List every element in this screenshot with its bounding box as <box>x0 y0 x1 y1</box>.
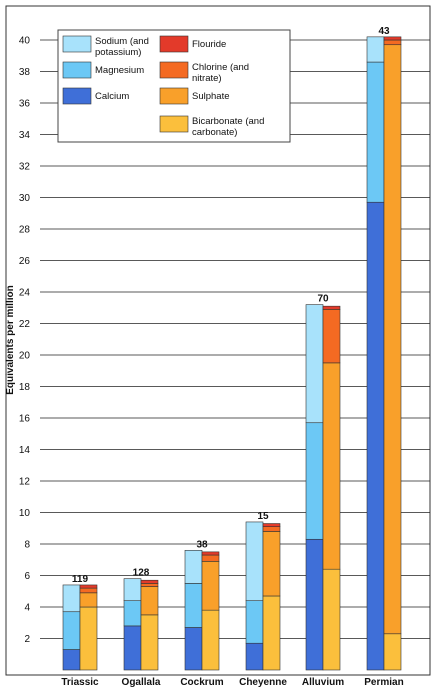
cation-segment-calcium <box>305 538 324 671</box>
anion-segment-flouride <box>262 523 281 527</box>
legend-swatch <box>62 87 92 105</box>
legend-label: Calcium <box>95 91 129 102</box>
legend: Sodium (and potassium) Magnesium Calcium Flo… <box>57 29 291 143</box>
y-tick-label: 34 <box>19 130 31 141</box>
anion-segment-bicarbonate-and-carbonate <box>383 633 402 671</box>
anion-segment-chlorine-and-nitrate <box>79 587 98 594</box>
legend-swatch <box>62 35 92 53</box>
anion-segment-chlorine-and-nitrate <box>201 554 220 562</box>
y-tick-label: 2 <box>24 634 30 645</box>
y-tick-label: 14 <box>19 445 31 456</box>
category-label: Ogallala <box>122 677 161 688</box>
y-tick-label: 6 <box>24 571 30 582</box>
anion-segment-chlorine-and-nitrate <box>140 583 159 587</box>
anion-segment-flouride <box>201 551 220 556</box>
y-tick-label: 20 <box>19 351 31 362</box>
anion-segment-bicarbonate-and-carbonate <box>322 568 341 671</box>
legend-label: Chlorine (and nitrate) <box>192 62 249 84</box>
y-tick-label: 40 <box>19 36 31 47</box>
anion-segment-sulphate <box>201 561 220 611</box>
y-tick-label: 26 <box>19 256 31 267</box>
anion-segment-sulphate <box>79 592 98 608</box>
sample-count-label: 15 <box>257 511 269 522</box>
anion-segment-flouride <box>79 584 98 589</box>
legend-swatch <box>159 61 189 79</box>
legend-label: Sulphate <box>192 91 230 102</box>
anion-segment-sulphate <box>140 586 159 616</box>
anion-segment-bicarbonate-and-carbonate <box>140 614 159 671</box>
legend-swatch <box>62 61 92 79</box>
category-label: Triassic <box>61 677 99 688</box>
y-tick-label: 28 <box>19 225 31 236</box>
y-tick-label: 12 <box>19 477 31 488</box>
anion-segment-bicarbonate-and-carbonate <box>262 595 281 671</box>
y-tick-label: 16 <box>19 414 31 425</box>
cation-segment-sodium-and-potassium <box>123 578 142 602</box>
y-tick-label: 24 <box>19 288 31 299</box>
legend-swatch <box>159 87 189 105</box>
cation-segment-calcium <box>184 627 203 671</box>
cation-segment-calcium <box>245 642 264 671</box>
anion-segment-chlorine-and-nitrate <box>322 309 341 364</box>
anion-segment-flouride <box>383 36 402 41</box>
cation-segment-sodium-and-potassium <box>184 549 203 584</box>
category-label: Cockrum <box>180 677 223 688</box>
y-tick-label: 8 <box>24 540 30 551</box>
cation-segment-sodium-and-potassium <box>62 584 81 613</box>
cation-segment-magnesium <box>184 583 203 628</box>
anion-segment-sulphate <box>383 44 402 635</box>
y-tick-label: 30 <box>19 193 31 204</box>
legend-label: Flouride <box>192 39 226 50</box>
sample-count-label: 43 <box>378 26 390 37</box>
y-axis-label: Equivalents per million <box>5 285 16 394</box>
cation-segment-magnesium <box>366 61 385 203</box>
y-tick-label: 22 <box>19 319 31 330</box>
bar-labels: 119 Triassic 128 Ogallala 38 Cockrum 15 Cheyenn… <box>61 26 403 688</box>
cation-segment-sodium-and-potassium <box>245 521 264 602</box>
y-tick-label: 18 <box>19 382 31 393</box>
legend-swatch <box>159 35 189 53</box>
sample-count-label: 70 <box>317 294 329 305</box>
cation-segment-calcium <box>123 625 142 671</box>
legend-label: Bicarbonate (and carbonate) <box>192 116 264 138</box>
cation-segment-calcium <box>62 649 81 671</box>
y-tick-label: 38 <box>19 67 31 78</box>
category-label: Alluvium <box>302 677 344 688</box>
anion-segment-bicarbonate-and-carbonate <box>201 609 220 671</box>
sample-count-label: 128 <box>133 568 150 579</box>
anion-segment-flouride <box>140 579 159 584</box>
cation-segment-magnesium <box>245 600 264 644</box>
anion-segment-sulphate <box>322 362 341 570</box>
bars <box>62 36 402 671</box>
anion-segment-bicarbonate-and-carbonate <box>79 606 98 671</box>
y-tick-label: 4 <box>24 603 30 614</box>
cation-segment-magnesium <box>62 611 81 650</box>
anion-segment-sulphate <box>262 531 281 597</box>
legend-swatch <box>159 115 189 133</box>
y-tick-label: 32 <box>19 162 31 173</box>
legend-label: Sodium (and potassium) <box>95 36 149 58</box>
anion-segment-chlorine-and-nitrate <box>383 39 402 46</box>
y-tick-label: 36 <box>19 99 31 110</box>
legend-label: Magnesium <box>95 65 144 76</box>
y-tick-label: 10 <box>19 508 31 519</box>
category-label: Permian <box>364 677 403 688</box>
cation-segment-sodium-and-potassium <box>305 304 324 424</box>
anion-segment-flouride <box>322 305 341 310</box>
cation-segment-calcium <box>366 201 385 671</box>
sample-count-label: 119 <box>72 574 89 585</box>
anion-segment-chlorine-and-nitrate <box>262 526 281 532</box>
cation-segment-magnesium <box>123 600 142 627</box>
sample-count-label: 38 <box>196 539 208 550</box>
cation-segment-magnesium <box>305 422 324 540</box>
cation-segment-sodium-and-potassium <box>366 36 385 63</box>
category-label: Cheyenne <box>239 677 287 688</box>
